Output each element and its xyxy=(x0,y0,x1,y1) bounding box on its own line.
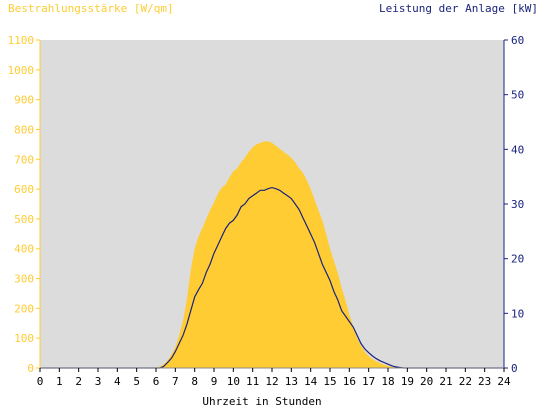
x-tick-label: 1 xyxy=(56,375,63,388)
power-line-series xyxy=(40,186,504,369)
right-tick-label: 40 xyxy=(511,143,524,156)
left-tick-label: 200 xyxy=(14,302,34,315)
irradiance-area-series xyxy=(156,141,408,368)
x-tick-label: 8 xyxy=(191,375,198,388)
left-tick-label: 600 xyxy=(14,183,34,196)
x-tick-label: 10 xyxy=(227,375,240,388)
left-tick-label: 300 xyxy=(14,273,34,286)
x-tick-label: 12 xyxy=(265,375,278,388)
x-axis-ticks: 0 1 2 3 4 5 6 7 8 9 10 11 12 13 14 15 16 17 18 19 20 21 22 23 24 xyxy=(37,368,511,388)
x-tick-label: 23 xyxy=(478,375,491,388)
x-tick-label: 9 xyxy=(211,375,218,388)
x-tick-label: 2 xyxy=(75,375,82,388)
x-tick-label: 16 xyxy=(343,375,356,388)
right-tick-label: 10 xyxy=(511,307,524,320)
left-tick-label: 1100 xyxy=(8,34,35,47)
x-tick-label: 6 xyxy=(153,375,160,388)
x-tick-label: 0 xyxy=(37,375,44,388)
irradiance-area xyxy=(156,141,408,368)
x-tick-label: 17 xyxy=(362,375,375,388)
right-tick-label: 0 xyxy=(511,362,518,375)
x-tick-label: 22 xyxy=(459,375,472,388)
right-axis-ticks: 0 10 20 30 40 50 60 xyxy=(504,34,524,375)
x-tick-label: 20 xyxy=(420,375,433,388)
right-tick-label: 60 xyxy=(511,34,524,47)
left-axis-ticks: 0 100 200 300 400 500 600 700 800 900 1000 1100 xyxy=(8,34,40,375)
x-tick-label: 13 xyxy=(285,375,298,388)
left-tick-label: 800 xyxy=(14,123,34,136)
right-tick-label: 20 xyxy=(511,253,524,266)
left-tick-label: 100 xyxy=(14,332,34,345)
x-tick-label: 15 xyxy=(323,375,336,388)
x-tick-label: 3 xyxy=(95,375,102,388)
left-tick-label: 500 xyxy=(14,213,34,226)
left-tick-label: 1000 xyxy=(8,64,35,77)
x-tick-label: 21 xyxy=(439,375,452,388)
right-tick-label: 30 xyxy=(511,198,524,211)
x-tick-label: 18 xyxy=(381,375,394,388)
x-axis-label: Uhrzeit in Stunden xyxy=(202,395,321,408)
right-tick-label: 50 xyxy=(511,89,524,102)
x-tick-label: 7 xyxy=(172,375,179,388)
left-tick-label: 0 xyxy=(27,362,34,375)
x-tick-label: 14 xyxy=(304,375,318,388)
x-tick-label: 19 xyxy=(401,375,414,388)
left-tick-label: 400 xyxy=(14,243,34,256)
right-axis-title: Leistung der Anlage [kW] xyxy=(379,2,538,15)
left-tick-label: 700 xyxy=(14,153,34,166)
power-line xyxy=(40,186,504,369)
x-tick-label: 4 xyxy=(114,375,121,388)
x-tick-label: 5 xyxy=(133,375,140,388)
left-tick-label: 900 xyxy=(14,94,34,107)
x-tick-label: 24 xyxy=(497,375,511,388)
x-tick-label: 11 xyxy=(246,375,259,388)
left-axis-title: Bestrahlungsstärke [W/qm] xyxy=(8,2,174,15)
